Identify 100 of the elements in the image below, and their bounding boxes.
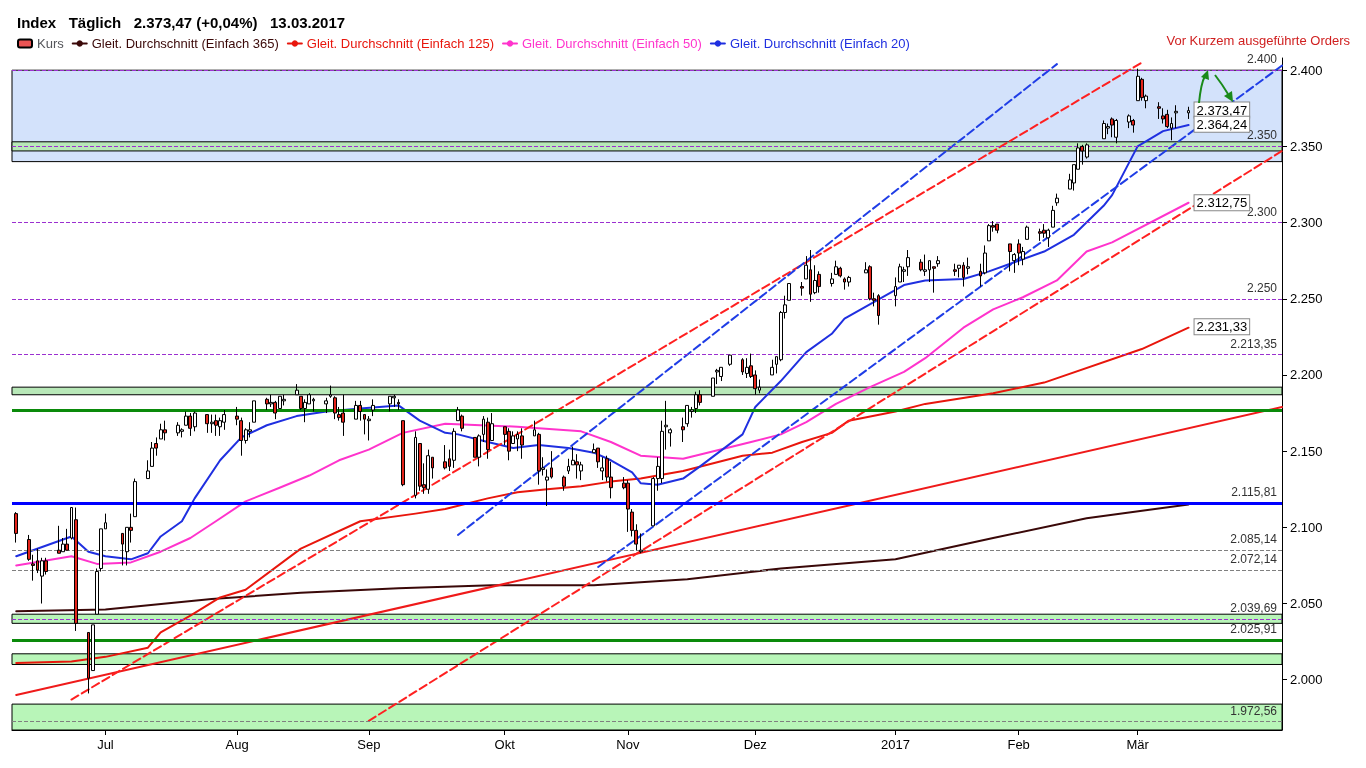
ref-line-label: 2.025,91: [1230, 622, 1278, 637]
candlestick: [477, 433, 481, 467]
candlestick: [354, 400, 358, 420]
candlestick: [14, 511, 18, 544]
candlestick: [1174, 104, 1178, 129]
x-tick-label: Jul: [97, 737, 114, 752]
candlestick: [520, 427, 524, 460]
candlestick: [681, 417, 685, 443]
candlestick: [1102, 119, 1106, 140]
line-series: [15, 326, 1190, 664]
candlestick: [668, 427, 672, 448]
candlestick: [995, 223, 999, 234]
ref-line-label: 1.972,56: [1230, 703, 1278, 718]
y-tick-label: 2.250: [1290, 291, 1323, 307]
candlestick: [486, 417, 490, 460]
chart-title: Index Täglich 2.373,47 (+0,04%) 13.03.2017: [17, 14, 346, 31]
candlestick: [567, 458, 570, 475]
candlestick: [57, 525, 61, 554]
candlestick: [358, 400, 362, 422]
candlestick: [1025, 225, 1029, 240]
candlestick: [1051, 205, 1055, 228]
candlestick: [146, 459, 150, 480]
ref-line-label: 2.213,35: [1230, 336, 1278, 351]
candlestick: [235, 406, 239, 426]
candlestick: [443, 444, 447, 470]
candlestick: [426, 449, 430, 495]
candlestick: [834, 260, 838, 275]
annotation: 2.312,75: [1196, 195, 1248, 211]
x-tick-label: Dez: [743, 737, 767, 752]
candlestick: [830, 272, 834, 288]
candlestick: [397, 398, 400, 411]
x-tick-label: Mär: [1126, 737, 1150, 752]
candlestick: [745, 357, 749, 379]
candlestick: [133, 478, 137, 518]
legend-label: Gleit. Durchschnitt (Einfach 20): [729, 36, 910, 51]
candlestick: [507, 427, 511, 461]
x-tick-label: Nov: [616, 737, 640, 752]
candlestick: [596, 447, 600, 469]
candlestick: [770, 359, 774, 376]
candlestick: [562, 475, 566, 492]
text: Vor Kurzem ausgeführte Orders: [1166, 33, 1351, 48]
y-tick-label: 2.150: [1290, 443, 1323, 459]
legend-label: Gleit. Durchschnitt (Einfach 50): [522, 36, 702, 51]
y-tick-label: 2.200: [1290, 367, 1323, 383]
line-series: [15, 201, 1190, 567]
candlestick: [919, 258, 923, 272]
candlestick: [265, 397, 269, 411]
candlestick: [1127, 113, 1131, 129]
candlestick: [1012, 252, 1016, 274]
y-tick-label: 2.400: [1290, 62, 1323, 78]
candlestick: [401, 420, 405, 487]
x-tick-label: Sep: [357, 737, 381, 752]
candlestick: [1157, 101, 1161, 120]
legend-label: Gleit. Durchschnitt (Einfach 125): [306, 36, 495, 51]
candlestick: [150, 441, 154, 467]
y-tick-label: 2.300: [1290, 215, 1323, 231]
candlestick: [1017, 238, 1021, 266]
ref-line-label: 2.115,81: [1231, 485, 1278, 500]
annotation: 2.231,33: [1196, 319, 1248, 335]
candlestick: [367, 415, 371, 441]
candlestick: [1131, 118, 1135, 134]
candlestick: [847, 275, 851, 288]
ref-line-label: 2.072,14: [1230, 551, 1278, 566]
candlestick: [1008, 243, 1012, 272]
legend-label: Kurs: [37, 36, 65, 51]
legend-label: Gleit. Durchschnitt (Einfach 365): [91, 36, 279, 51]
candlestick: [65, 528, 69, 551]
candlestick: [719, 366, 723, 382]
candlestick: [639, 532, 643, 554]
ref-line-label: 2.350: [1246, 128, 1278, 143]
line-series: [15, 503, 1190, 613]
line-series: [15, 124, 1190, 561]
candlestick: [176, 421, 180, 437]
candlestick: [371, 398, 375, 417]
ref-line-label: 2.250: [1246, 280, 1278, 295]
x-tick-label: Okt: [494, 737, 516, 752]
ref-line-label: 2.085,14: [1230, 531, 1278, 546]
x-tick-label: 2017: [881, 737, 910, 752]
ref-line-label: 2.039,69: [1230, 601, 1278, 616]
candlestick: [800, 281, 804, 297]
x-tick-label: Aug: [225, 737, 249, 752]
x-tick-label: Feb: [1007, 737, 1030, 752]
candlestick: [898, 263, 902, 283]
y-tick-label: 2.350: [1290, 138, 1323, 154]
annotation: 2.373,47: [1196, 102, 1248, 118]
candlestick: [252, 400, 256, 423]
y-tick-label: 2.050: [1290, 596, 1323, 612]
candlestick: [953, 263, 957, 277]
candlestick: [214, 414, 218, 437]
candlestick: [159, 423, 163, 440]
candlestick: [787, 283, 791, 301]
candlestick: [728, 354, 732, 367]
candlestick: [452, 427, 456, 469]
candlestick: [1187, 106, 1190, 120]
candlestick: [1055, 193, 1059, 207]
candlestick: [987, 223, 991, 242]
candlestick: [1046, 228, 1050, 248]
candlestick: [894, 276, 897, 307]
candlestick: [324, 397, 328, 414]
candlestick: [163, 420, 167, 441]
